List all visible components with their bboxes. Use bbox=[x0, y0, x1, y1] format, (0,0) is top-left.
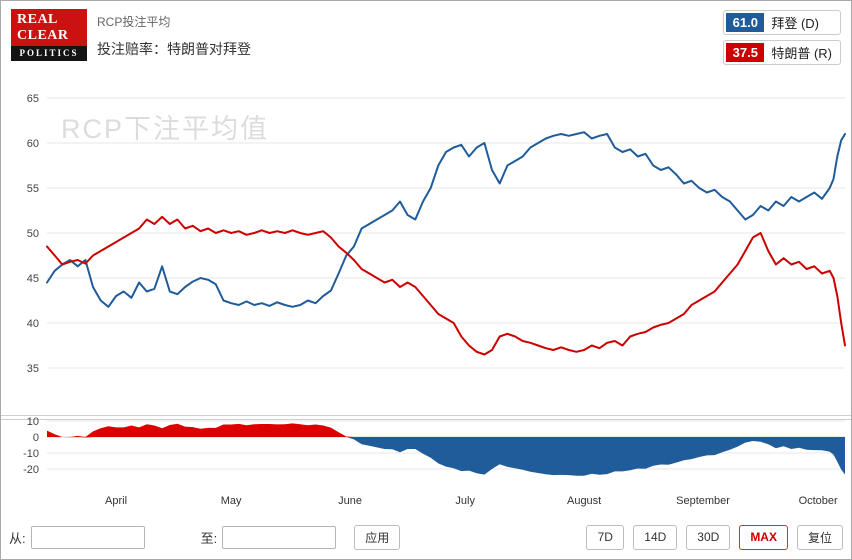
chart-title: RCP投注平均 bbox=[97, 15, 171, 29]
svg-text:35: 35 bbox=[27, 363, 39, 375]
svg-text:55: 55 bbox=[27, 183, 39, 195]
svg-text:65: 65 bbox=[27, 93, 39, 105]
svg-text:May: May bbox=[221, 495, 242, 507]
range-selector: 7D 14D 30D MAX 复位 bbox=[577, 524, 843, 550]
logo-line-clear: CLEAR bbox=[17, 28, 69, 43]
legend-biden-label: 拜登 (D) bbox=[771, 16, 819, 31]
svg-text:April: April bbox=[105, 495, 127, 507]
chart-subtitle: 投注赔率：特朗普对拜登 bbox=[97, 41, 251, 57]
svg-text:10: 10 bbox=[27, 416, 39, 428]
range-button-reset[interactable]: 复位 bbox=[796, 524, 843, 550]
legend-item-trump: 37.5 特朗普 (R) bbox=[723, 40, 841, 65]
legend-trump-value-box: 37.5 bbox=[726, 43, 765, 62]
svg-text:60: 60 bbox=[27, 138, 39, 150]
svg-text:50: 50 bbox=[27, 228, 39, 240]
range-button-7d[interactable]: 7D bbox=[586, 524, 625, 550]
legend-item-biden: 61.0 拜登 (D) bbox=[723, 10, 841, 35]
logo-red-block: REAL CLEAR bbox=[11, 9, 87, 46]
to-date-input[interactable] bbox=[222, 525, 337, 549]
range-button-max[interactable]: MAX bbox=[739, 524, 788, 550]
svg-text:July: July bbox=[455, 495, 475, 507]
to-label: 至: bbox=[200, 530, 218, 546]
svg-text:June: June bbox=[338, 495, 362, 507]
legend: 61.0 拜登 (D) 37.5 特朗普 (R) bbox=[723, 10, 841, 65]
svg-text:40: 40 bbox=[27, 318, 39, 330]
logo-line-real: REAL bbox=[17, 12, 58, 27]
chart-titles: RCP投注平均 投注赔率：特朗普对拜登 bbox=[97, 13, 251, 59]
legend-biden-value-box: 61.0 bbox=[726, 13, 765, 32]
rcp-logo[interactable]: REAL CLEAR POLITICS bbox=[11, 9, 87, 61]
svg-text:45: 45 bbox=[27, 273, 39, 285]
svg-text:-10: -10 bbox=[23, 448, 39, 460]
range-button-30d[interactable]: 30D bbox=[686, 524, 731, 550]
legend-trump-label: 特朗普 (R) bbox=[771, 46, 832, 61]
logo-line-politics: POLITICS bbox=[19, 48, 79, 58]
svg-text:September: September bbox=[676, 495, 730, 507]
logo-black-block: POLITICS bbox=[11, 46, 87, 61]
toolbar: 从: 至: 应用 7D 14D 30D MAX 复位 bbox=[1, 513, 851, 559]
from-date-input[interactable] bbox=[30, 525, 145, 549]
svg-text:0: 0 bbox=[33, 432, 39, 444]
svg-text:-20: -20 bbox=[23, 464, 39, 476]
betting-average-chart: 65 60 55 50 45 40 35 10 0 -10 -20 April May June July A… bbox=[1, 93, 851, 507]
chart-watermark: RCP下注平均值 bbox=[61, 114, 270, 144]
svg-text:October: October bbox=[799, 495, 838, 507]
range-button-14d[interactable]: 14D bbox=[633, 524, 678, 550]
svg-text:August: August bbox=[567, 495, 601, 507]
header: REAL CLEAR POLITICS RCP投注平均 投注赔率：特朗普对拜登 … bbox=[1, 1, 851, 71]
apply-button[interactable]: 应用 bbox=[354, 524, 401, 550]
from-label: 从: bbox=[9, 530, 26, 546]
